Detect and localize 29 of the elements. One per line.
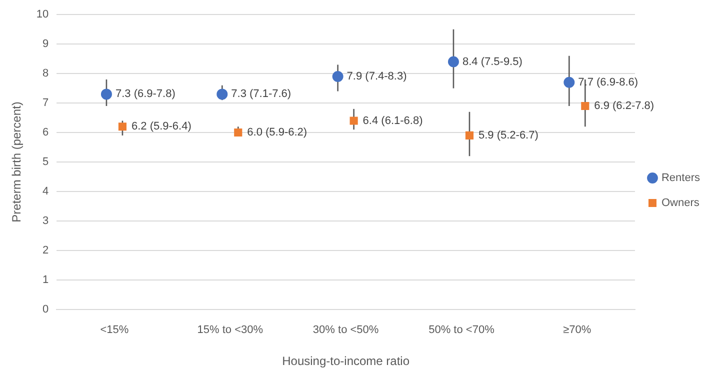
x-tick-label: ≥70% (563, 324, 592, 336)
y-tick-label: 1 (42, 274, 49, 286)
data-label: 6.9 (6.2-7.8) (594, 100, 654, 112)
data-label: 8.4 (7.5-9.5) (462, 56, 522, 68)
legend-label: Owners (661, 197, 700, 210)
data-label: 7.9 (7.4-8.3) (346, 70, 407, 83)
data-label: 5.9 (5.2-6.7) (478, 130, 538, 142)
x-tick-label: <15% (100, 324, 129, 336)
y-tick-label: 7 (42, 97, 49, 110)
y-tick-label: 2 (42, 244, 49, 256)
data-label: 6.2 (5.9-6.4) (131, 120, 192, 133)
x-tick-label: 50% to <70% (428, 324, 495, 336)
y-tick-label: 5 (42, 156, 49, 168)
y-tick-label: 8 (42, 68, 49, 80)
x-tick-label: 30% to <50% (312, 324, 379, 336)
legend-label: Renters (661, 172, 700, 184)
data-label: 6.0 (5.9-6.2) (247, 126, 308, 139)
y-tick-label: 6 (42, 126, 49, 139)
y-axis-title: Preterm birth (percent) (10, 102, 24, 222)
data-label: 7.3 (6.9-7.8) (115, 88, 176, 100)
data-label: 6.4 (6.1-6.8) (362, 114, 423, 127)
y-tick-label: 10 (36, 8, 49, 21)
x-axis-title: Housing-to-income ratio (282, 354, 410, 368)
y-tick-label: 9 (42, 38, 49, 50)
y-tick-label: 3 (42, 214, 49, 227)
y-tick-label: 4 (42, 186, 49, 198)
x-tick-label: 15% to <30% (197, 324, 264, 336)
y-tick-label: 0 (42, 303, 49, 316)
data-label: 7.3 (7.1-7.6) (231, 88, 292, 100)
